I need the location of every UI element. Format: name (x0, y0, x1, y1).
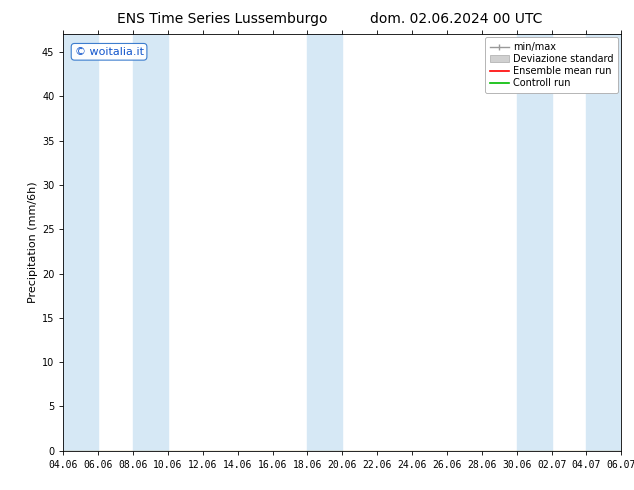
Bar (517, 34, 552, 451)
Y-axis label: Precipitation (mm/6h): Precipitation (mm/6h) (28, 182, 37, 303)
Text: dom. 02.06.2024 00 UTC: dom. 02.06.2024 00 UTC (370, 12, 543, 26)
Bar (63, 34, 98, 451)
Legend: min/max, Deviazione standard, Ensemble mean run, Controll run: min/max, Deviazione standard, Ensemble m… (485, 37, 618, 93)
Text: ENS Time Series Lussemburgo: ENS Time Series Lussemburgo (117, 12, 327, 26)
Bar (133, 34, 168, 451)
Bar (307, 34, 342, 451)
Text: © woitalia.it: © woitalia.it (75, 47, 143, 57)
Bar (586, 34, 621, 451)
